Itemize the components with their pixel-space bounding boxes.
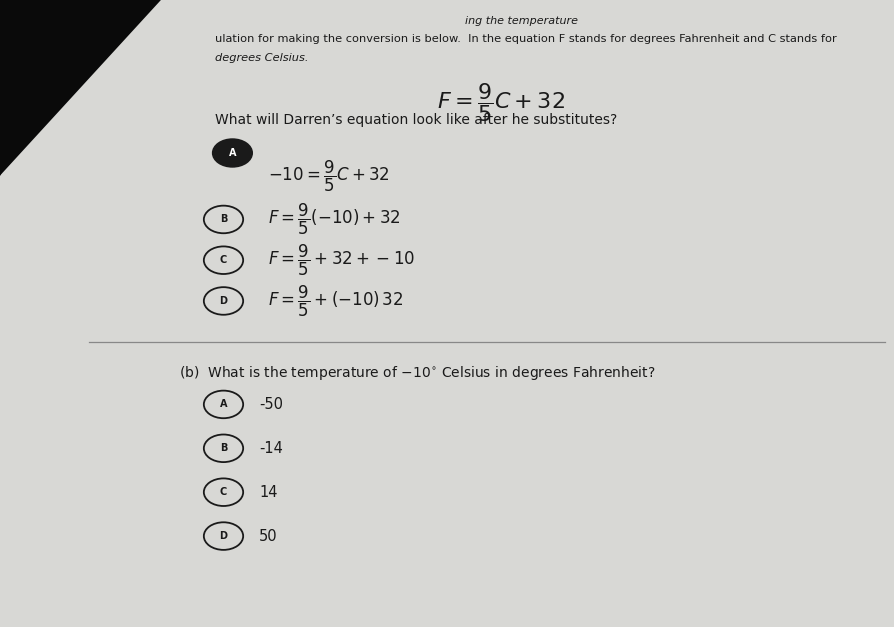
Text: ulation for making the conversion is below.  In the equation F stands for degree: ulation for making the conversion is bel… [215, 34, 836, 45]
Text: $F = \dfrac{9}{5} + 32 + -10$: $F = \dfrac{9}{5} + 32 + -10$ [268, 243, 415, 278]
Text: B: B [220, 214, 227, 224]
Text: (b)  What is the temperature of $-10^{\circ}$ Celsius in degrees Fahrenheit?: (b) What is the temperature of $-10^{\ci… [179, 364, 655, 382]
Polygon shape [0, 0, 161, 176]
Text: D: D [220, 296, 227, 306]
Text: $F = \dfrac{9}{5} + (-10)\,32$: $F = \dfrac{9}{5} + (-10)\,32$ [268, 283, 403, 319]
Text: $F = \dfrac{9}{5}(-10) + 32$: $F = \dfrac{9}{5}(-10) + 32$ [268, 202, 401, 237]
Circle shape [204, 435, 243, 462]
Text: What will Darren’s equation look like after he substitutes?: What will Darren’s equation look like af… [215, 113, 617, 127]
Circle shape [204, 522, 243, 550]
Text: C: C [220, 255, 227, 265]
Circle shape [204, 478, 243, 506]
Text: degrees Celsius.: degrees Celsius. [215, 53, 308, 63]
Circle shape [204, 287, 243, 315]
Circle shape [204, 246, 243, 274]
Text: B: B [220, 443, 227, 453]
Circle shape [204, 206, 243, 233]
Text: D: D [220, 531, 227, 541]
Text: A: A [220, 399, 227, 409]
Text: ing the temperature: ing the temperature [465, 16, 578, 26]
Circle shape [204, 391, 243, 418]
Text: 50: 50 [259, 529, 278, 544]
Text: A: A [229, 148, 236, 158]
Text: -14: -14 [259, 441, 283, 456]
Text: $F = \dfrac{9}{5}C + 32$: $F = \dfrac{9}{5}C + 32$ [436, 82, 565, 124]
Text: C: C [220, 487, 227, 497]
Text: $-10 = \dfrac{9}{5}C + 32$: $-10 = \dfrac{9}{5}C + 32$ [268, 159, 390, 194]
Text: -50: -50 [259, 397, 283, 412]
Circle shape [213, 139, 252, 167]
Text: 14: 14 [259, 485, 278, 500]
